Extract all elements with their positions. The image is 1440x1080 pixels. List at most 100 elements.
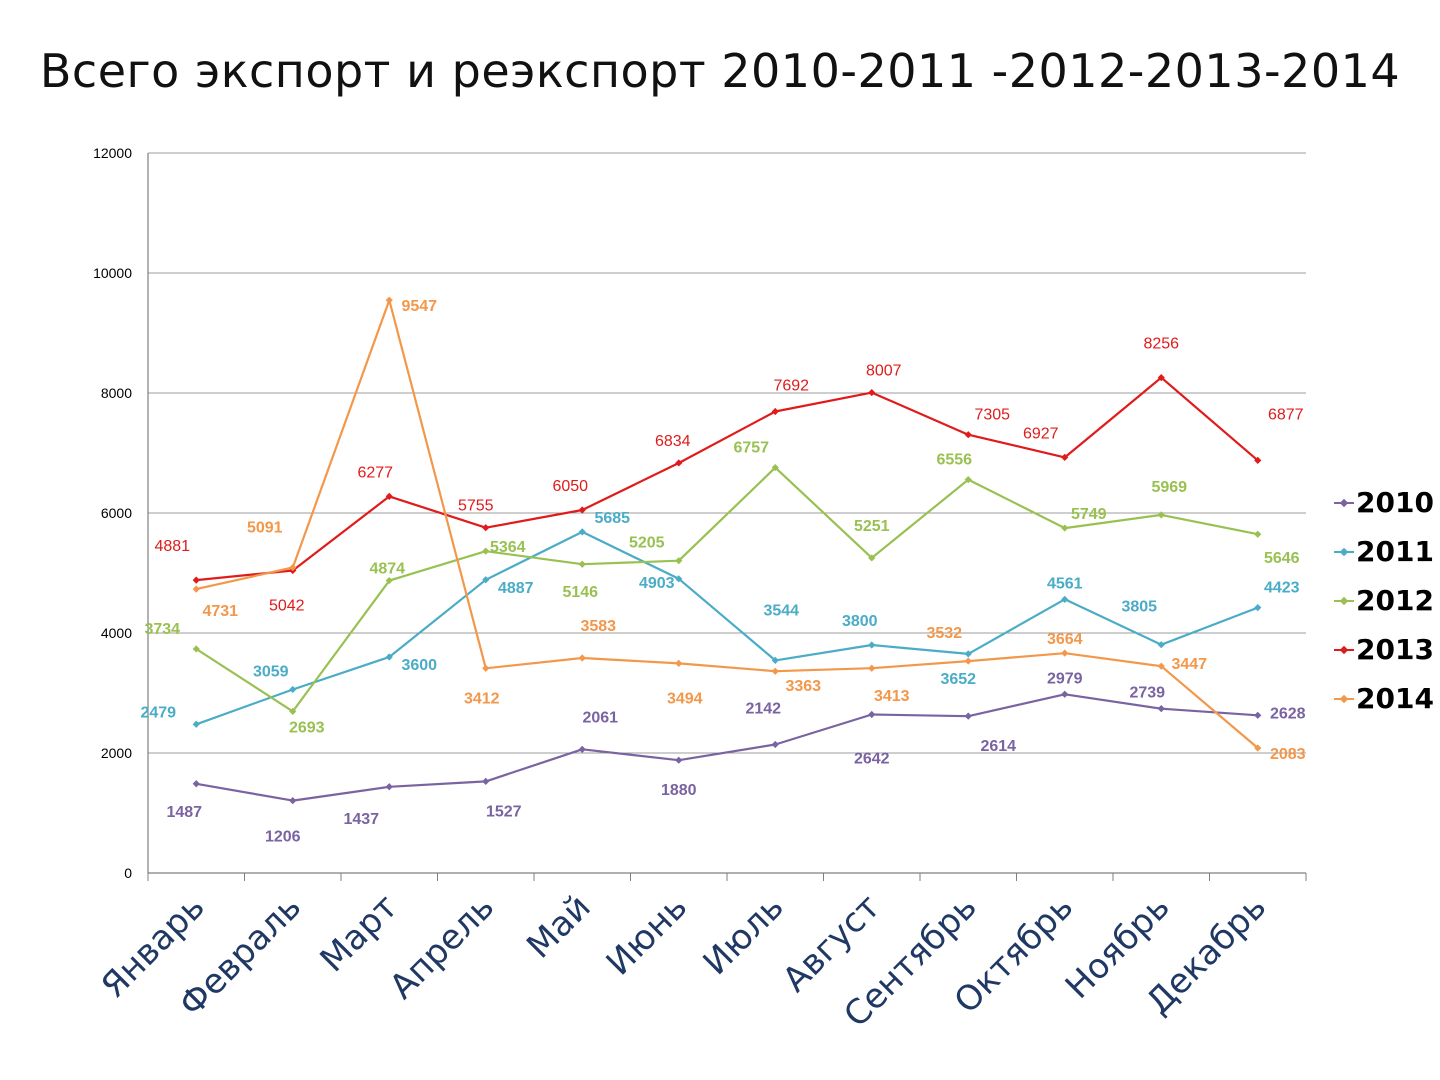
data-point — [964, 431, 972, 439]
data-label: 1206 — [265, 829, 301, 846]
data-point — [482, 524, 490, 532]
y-tick-label: 6000 — [101, 505, 132, 521]
data-label: 6877 — [1268, 406, 1304, 423]
series-line-2012 — [195, 466, 1259, 713]
data-label: 7305 — [974, 407, 1010, 424]
series-line-2010 — [196, 693, 1258, 802]
data-label: 4423 — [1264, 580, 1300, 597]
data-point — [385, 783, 393, 791]
data-label: 4731 — [202, 603, 238, 620]
data-point — [771, 667, 779, 675]
legend-label-2013: 2013 — [1356, 633, 1434, 666]
data-label: 6927 — [1023, 425, 1059, 442]
data-label: 3652 — [940, 671, 976, 688]
data-point — [868, 388, 876, 397]
data-point — [675, 557, 683, 565]
data-label: 5969 — [1151, 479, 1187, 496]
data-point — [578, 654, 586, 662]
data-label: 3413 — [874, 688, 910, 705]
series-line-2011 — [195, 530, 1259, 726]
x-tick-label: Март — [313, 887, 406, 980]
data-point — [482, 664, 490, 672]
data-label: 7692 — [773, 377, 809, 394]
data-point — [771, 740, 779, 749]
data-label: 2061 — [582, 709, 618, 726]
data-label: 3494 — [667, 690, 703, 707]
data-point — [385, 492, 393, 500]
data-point — [192, 645, 200, 653]
legend-item-2013: 2013 — [1334, 625, 1434, 674]
data-point — [771, 463, 779, 472]
data-label: 6050 — [552, 478, 588, 495]
legend-item-2011: 2011 — [1334, 527, 1434, 576]
data-label: 2479 — [140, 704, 176, 721]
data-label: 3544 — [763, 602, 799, 619]
data-point — [289, 685, 297, 694]
data-point — [675, 459, 683, 467]
data-label: 4561 — [1047, 575, 1083, 592]
data-point — [192, 720, 200, 728]
data-label: 3805 — [1121, 599, 1157, 616]
data-label: 3532 — [926, 625, 962, 642]
legend-swatch-2011 — [1334, 546, 1354, 558]
data-point — [578, 506, 586, 514]
data-point — [578, 560, 586, 568]
legend-label-2011: 2011 — [1356, 535, 1434, 568]
chart-legend: 2010 2011 2012 2013 2014 — [1334, 478, 1434, 723]
data-label: 5146 — [562, 584, 598, 601]
data-label: 2083 — [1270, 746, 1306, 763]
chart-title: Всего экспорт и реэкспорт 2010-2011 -201… — [39, 44, 1401, 98]
data-label: 6277 — [357, 464, 393, 481]
data-point — [771, 407, 779, 416]
data-label: 2628 — [1270, 705, 1306, 722]
data-label: 3412 — [464, 690, 500, 707]
data-label: 1880 — [661, 782, 697, 799]
data-label: 6757 — [733, 440, 769, 457]
data-label: 1527 — [486, 803, 522, 820]
data-label: 3664 — [1047, 631, 1083, 648]
data-point — [675, 756, 683, 764]
x-tick-label: Июнь — [599, 887, 695, 983]
data-point — [1061, 649, 1069, 657]
data-label: 6834 — [655, 433, 691, 450]
x-tick-label: Май — [519, 887, 598, 966]
data-point — [1061, 595, 1069, 603]
data-label: 4887 — [498, 580, 534, 597]
legend-swatch-2012 — [1334, 595, 1354, 607]
data-point — [385, 653, 393, 661]
x-tick-label: Апрель — [382, 887, 502, 1007]
data-label: 3600 — [401, 657, 437, 674]
data-point — [289, 563, 297, 572]
legend-label-2012: 2012 — [1356, 584, 1434, 617]
data-point — [1254, 604, 1262, 612]
data-point — [868, 641, 876, 649]
legend-label-2010: 2010 — [1356, 486, 1434, 519]
data-label: 1487 — [166, 804, 202, 821]
data-label: 2739 — [1129, 685, 1165, 702]
y-tick-label: 12000 — [93, 145, 132, 161]
data-label: 5749 — [1071, 506, 1107, 523]
data-point — [1157, 374, 1165, 382]
data-point — [1254, 530, 1262, 538]
series-line-2014 — [196, 299, 1259, 749]
legend-label-2014: 2014 — [1356, 682, 1434, 715]
data-point — [1157, 705, 1165, 713]
data-point — [675, 659, 683, 667]
data-label: 6556 — [936, 452, 972, 469]
data-point — [675, 575, 683, 583]
data-point — [482, 777, 490, 785]
y-tick-label: 4000 — [101, 625, 132, 641]
y-tick-label: 8000 — [101, 385, 132, 401]
data-point — [289, 797, 297, 805]
data-point — [289, 707, 297, 716]
data-label: 3447 — [1171, 656, 1207, 673]
data-point — [1157, 511, 1165, 519]
series-line-2013 — [196, 376, 1259, 582]
legend-item-2010: 2010 — [1334, 478, 1434, 527]
data-point — [964, 650, 972, 658]
y-tick-label: 2000 — [101, 745, 132, 761]
data-point — [1157, 662, 1165, 670]
data-label: 5251 — [854, 518, 890, 535]
data-point — [1254, 711, 1262, 719]
